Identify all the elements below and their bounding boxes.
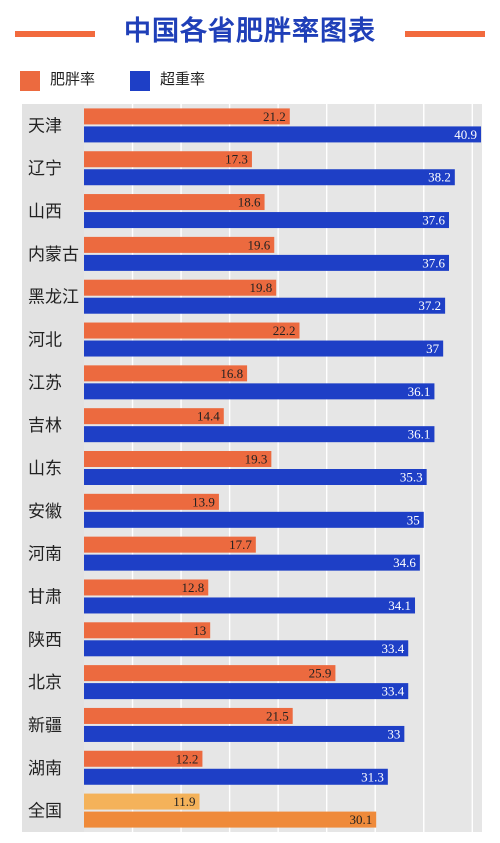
value-label-obesity: 19.8 [249, 280, 272, 295]
category-label: 山东 [28, 459, 62, 479]
value-label-overweight: 36.1 [408, 384, 431, 399]
bar-overweight [84, 597, 416, 614]
bar-overweight [84, 340, 444, 357]
legend-item-obesity: 肥胖率 [20, 68, 95, 92]
bar-overweight [84, 811, 377, 828]
category-label: 山西 [28, 202, 62, 222]
legend-swatch-overweight [130, 70, 150, 91]
bar-obesity [84, 750, 203, 767]
value-label-obesity: 11.9 [173, 794, 195, 809]
bar-obesity [84, 151, 252, 168]
value-label-obesity: 18.6 [238, 195, 261, 210]
legend-label-obesity: 肥胖率 [50, 72, 96, 88]
title-decoration-right [405, 31, 485, 37]
category-label: 陕西 [28, 630, 62, 650]
bar-obesity [84, 365, 248, 382]
bar-obesity [84, 536, 256, 553]
category-label: 内蒙古 [28, 245, 79, 265]
bar-overweight [84, 383, 435, 400]
bar-overweight [84, 126, 482, 143]
bar-overweight [84, 554, 420, 571]
bar-obesity [84, 408, 224, 425]
bar-obesity [84, 236, 275, 253]
category-label: 河北 [28, 331, 62, 351]
value-label-obesity: 12.8 [182, 580, 205, 595]
title-decoration-left [15, 31, 95, 37]
category-label: 北京 [28, 673, 62, 693]
legend-swatch-obesity [20, 70, 40, 91]
category-label: 天津 [28, 116, 62, 136]
bar-overweight [84, 254, 449, 271]
value-label-overweight: 33 [387, 726, 400, 741]
category-label: 吉林 [28, 416, 62, 436]
bar-obesity [84, 108, 290, 125]
value-label-obesity: 13.9 [192, 494, 215, 509]
value-label-obesity: 21.5 [266, 708, 289, 723]
value-label-obesity: 22.2 [273, 323, 296, 338]
category-label: 河南 [28, 545, 62, 565]
title-bar: 中国各省肥胖率图表 [0, 12, 500, 52]
bar-obesity [84, 322, 300, 339]
bar-obesity [84, 707, 293, 724]
bar-obesity [84, 579, 209, 596]
value-label-overweight: 40.9 [454, 127, 477, 142]
value-label-obesity: 19.3 [245, 452, 268, 467]
chart-title: 中国各省肥胖率图表 [124, 16, 376, 47]
bar-overweight [84, 768, 388, 785]
bar-overweight [84, 640, 409, 657]
category-label: 辽宁 [28, 159, 62, 179]
category-label: 黑龙江 [28, 288, 79, 308]
bar-overweight [84, 725, 405, 742]
value-label-obesity: 12.2 [176, 751, 199, 766]
category-label: 江苏 [28, 373, 62, 393]
value-label-obesity: 14.4 [197, 409, 220, 424]
value-label-overweight: 33.4 [381, 684, 404, 699]
value-label-overweight: 34.6 [393, 555, 416, 570]
value-label-overweight: 35 [407, 512, 420, 527]
value-label-overweight: 35.3 [400, 470, 423, 485]
category-label: 安徽 [28, 502, 62, 522]
bar-obesity [84, 493, 219, 510]
legend-label-overweight: 超重率 [160, 72, 206, 88]
value-label-overweight: 37.2 [418, 298, 441, 313]
value-label-overweight: 33.4 [381, 641, 404, 656]
value-label-obesity: 16.8 [220, 366, 243, 381]
category-label: 湖南 [28, 759, 62, 779]
value-label-overweight: 34.1 [388, 598, 411, 613]
bar-overweight [84, 469, 427, 485]
category-label-panel [22, 104, 84, 832]
category-label: 全国 [28, 802, 62, 822]
value-label-obesity: 19.6 [248, 237, 271, 252]
value-label-overweight: 31.3 [361, 769, 384, 784]
value-label-overweight: 38.2 [428, 170, 451, 185]
value-label-obesity: 13 [193, 623, 206, 638]
value-label-overweight: 30.1 [349, 812, 372, 827]
bar-overweight [84, 683, 409, 700]
bar-obesity [84, 194, 265, 211]
value-label-overweight: 36.1 [408, 427, 431, 442]
bar-obesity [84, 665, 336, 682]
bar-obesity [84, 451, 272, 467]
bar-overweight [84, 297, 446, 314]
category-label: 新疆 [28, 716, 62, 736]
bar-overweight [84, 212, 449, 229]
value-label-obesity: 21.2 [263, 109, 286, 124]
value-label-obesity: 25.9 [309, 666, 332, 681]
bar-obesity [84, 793, 200, 810]
bar-overweight [84, 511, 424, 528]
bar-overweight [84, 169, 455, 186]
value-label-obesity: 17.7 [229, 537, 252, 552]
value-label-overweight: 37 [426, 341, 440, 356]
category-label: 甘肃 [28, 587, 62, 607]
bar-obesity [84, 622, 211, 639]
bar-obesity [84, 279, 277, 296]
bar-overweight [84, 426, 435, 443]
value-label-overweight: 37.6 [422, 255, 445, 270]
legend-item-overweight: 超重率 [130, 68, 205, 92]
value-label-overweight: 37.6 [422, 213, 445, 228]
value-label-obesity: 17.3 [225, 152, 248, 167]
